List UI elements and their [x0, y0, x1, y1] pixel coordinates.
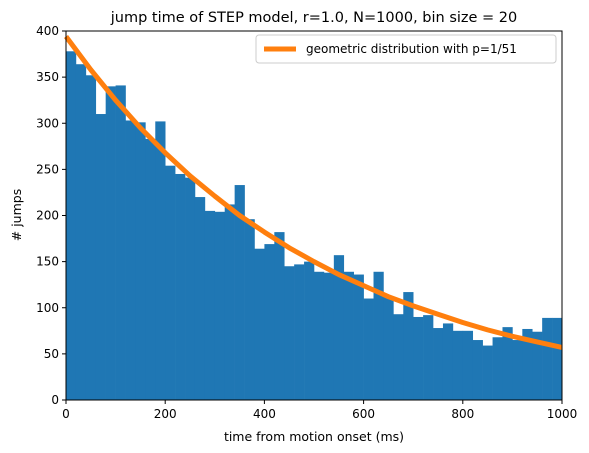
y-tick-label: 300	[36, 116, 59, 130]
y-tick-label: 100	[36, 301, 59, 315]
histogram-bar	[304, 261, 315, 400]
histogram-bar	[314, 271, 325, 400]
histogram-bar	[234, 185, 245, 400]
histogram-bar	[433, 328, 444, 400]
y-tick-label: 200	[36, 209, 59, 223]
histogram-bar	[472, 340, 483, 400]
histogram-bar	[363, 298, 374, 400]
x-tick-label: 1000	[547, 407, 578, 421]
histogram-bar	[522, 328, 533, 400]
histogram-bar	[75, 64, 87, 401]
y-tick-label: 50	[44, 347, 59, 361]
histogram-bar	[66, 51, 77, 401]
histogram-bar	[492, 337, 503, 400]
y-tick-label: 0	[51, 393, 59, 407]
histogram-bar	[194, 197, 206, 400]
x-axis-label: time from motion onset (ms)	[224, 429, 404, 444]
histogram-bar	[244, 219, 255, 400]
y-tick-label: 350	[36, 70, 59, 84]
x-tick-label: 600	[352, 407, 375, 421]
histogram-bar	[423, 315, 434, 400]
histogram-bars	[66, 51, 563, 401]
histogram-bar	[333, 255, 345, 400]
geometric-curve	[63, 35, 563, 350]
x-axis-ticks: 0 200 400 600 800 1000	[62, 400, 577, 421]
histogram-bar	[343, 271, 354, 400]
y-axis-label: # jumps	[9, 189, 24, 241]
histogram-bar	[403, 292, 414, 400]
histogram-bar	[105, 86, 116, 400]
histogram-bar	[462, 330, 474, 400]
histogram-bar	[224, 204, 235, 400]
histogram-bar	[393, 314, 404, 400]
y-axis-ticks: 0 50 100 150 200 250 300 350 400	[36, 24, 66, 407]
histogram-bar	[323, 272, 335, 400]
histogram-bar	[274, 232, 285, 400]
histogram-bar	[155, 121, 166, 400]
histogram-bar	[95, 114, 106, 401]
histogram-bar	[145, 138, 156, 400]
histogram-bar	[532, 331, 543, 400]
legend-box	[255, 34, 557, 64]
histogram-bar	[482, 345, 493, 400]
x-tick-label: 200	[154, 407, 177, 421]
histogram-bar	[512, 340, 523, 400]
y-tick-label: 250	[36, 162, 59, 176]
x-tick-label: 400	[253, 407, 276, 421]
histogram-bar	[165, 165, 176, 400]
chart-title: jump time of STEP model, r=1.0, N=1000, …	[110, 10, 518, 26]
legend: geometric distribution with p=1/51	[255, 34, 557, 64]
histogram-bar	[125, 120, 136, 401]
histogram-bar	[452, 330, 464, 400]
histogram-bar	[214, 211, 226, 400]
y-tick-label: 400	[36, 24, 59, 38]
histogram-bar	[284, 266, 295, 400]
histogram-bar	[264, 244, 275, 400]
histogram-bar	[85, 75, 97, 400]
y-tick-label: 150	[36, 255, 59, 269]
histogram-bar	[185, 177, 196, 400]
histogram-bar	[502, 327, 513, 400]
histogram-bar	[204, 210, 216, 400]
histogram-bar	[353, 274, 364, 400]
histogram-bar	[294, 264, 305, 400]
histogram-bar	[542, 317, 553, 400]
histogram-bar	[552, 317, 563, 400]
x-tick-label: 800	[451, 407, 474, 421]
histogram-bar	[115, 85, 126, 401]
series-line	[63, 35, 563, 350]
histogram-bar	[373, 271, 384, 400]
histogram-bar	[442, 323, 454, 400]
x-tick-label: 0	[62, 407, 70, 421]
histogram-bar	[383, 296, 394, 400]
legend-label: geometric distribution with p=1/51	[306, 42, 517, 56]
histogram-bar	[175, 173, 186, 400]
histogram-bar	[413, 316, 424, 400]
histogram-bar	[254, 248, 265, 400]
histogram-bar	[135, 122, 146, 400]
